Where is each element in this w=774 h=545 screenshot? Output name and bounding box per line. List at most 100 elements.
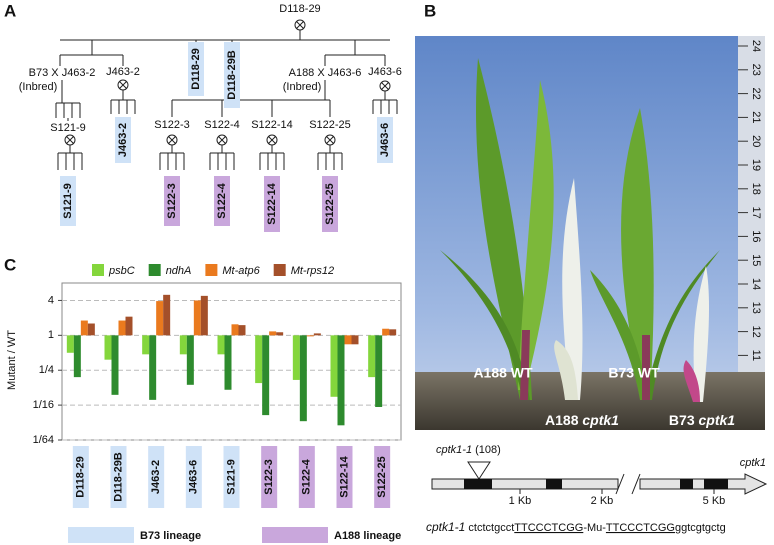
bar (118, 320, 126, 336)
photo-label: B73 WT (608, 365, 660, 381)
ruler-label: 23 (750, 64, 762, 76)
panel-label: B (424, 1, 436, 20)
bar (389, 329, 397, 336)
exon (464, 479, 492, 489)
category-box (223, 446, 240, 508)
exon (704, 479, 728, 489)
sequence-allele: cptk1-1 (426, 520, 465, 534)
legend-label: psbC (108, 265, 135, 277)
scale-label: 5 Kb (703, 495, 726, 507)
bar (368, 335, 376, 378)
x-tick-label: S122-14 (338, 455, 350, 497)
bar (276, 332, 284, 336)
bar (313, 333, 321, 336)
line-box (322, 176, 338, 232)
sequence: cptk1-1 ctctctgcctTTCCCTCGG-Mu-TTCCCTCGG… (426, 520, 726, 534)
bar (104, 335, 112, 360)
self-symbol (117, 79, 129, 91)
category-box (148, 446, 165, 508)
node-label: J463-6 (368, 66, 402, 78)
bar (186, 335, 194, 385)
panel-label: C (4, 255, 16, 274)
bar (238, 325, 246, 336)
legend-label: Mt-rps12 (291, 265, 334, 277)
ruler-label: 19 (750, 159, 762, 171)
bar (351, 335, 359, 345)
allele-name: cptk1-1 (436, 444, 472, 456)
node-label: A188 X J463-6 (289, 67, 362, 79)
x-tick-label: D118-29 (75, 456, 87, 498)
photo-label-part: cptk1 (582, 412, 619, 428)
node-label: D118-29 (279, 3, 320, 15)
box-label: S122-25 (324, 183, 336, 225)
panel-c: C Mutant / WT 4 1 1/4 1/16 1/64 D118-29 D118-2… (4, 255, 402, 543)
node-label: (Inbred) (283, 81, 322, 93)
photo-label: A188 cptk1 (545, 412, 619, 428)
node-label: S122-14 (251, 119, 293, 131)
photo-label-part: A188 (545, 412, 579, 428)
y-tick-label: 1/4 (39, 364, 54, 376)
box-label: S121-9 (62, 183, 74, 218)
photo (415, 36, 765, 430)
sequence-part: TTCCCTCGG (514, 522, 583, 534)
bar (224, 335, 232, 390)
bar (111, 335, 119, 395)
legend-swatch (273, 264, 286, 276)
lineage-swatch (68, 527, 134, 543)
y-tick-label: 1 (48, 329, 54, 341)
bar (299, 335, 307, 422)
bar (179, 335, 187, 355)
sequence-part: TTCCCTCGG (606, 522, 675, 534)
y-tick-label: 1/16 (33, 399, 54, 411)
ruler-label: 22 (750, 87, 762, 99)
photo-label-part: B73 (669, 412, 695, 428)
sequence-part: -Mu- (583, 522, 606, 534)
node-label: B73 X J463-2 (29, 67, 96, 79)
x-tick-label: D118-29B (112, 452, 124, 502)
panel-a: A D118-29 B73 X J463-2 (Inbred) J463-2 A… (4, 1, 402, 232)
ruler-label: 14 (750, 278, 762, 290)
line-box (377, 117, 393, 163)
bar (330, 335, 338, 397)
lineage-label: B73 lineage (140, 530, 201, 542)
ruler-label: 16 (750, 230, 762, 242)
line-box (164, 176, 180, 226)
bar (255, 335, 263, 384)
bar (73, 335, 81, 378)
self-symbol (266, 134, 278, 146)
bar (375, 335, 383, 407)
node-label: (Inbred) (19, 81, 58, 93)
category-box (298, 446, 315, 508)
bar (306, 335, 314, 337)
bar (156, 301, 164, 336)
ruler-label: 20 (750, 135, 762, 147)
bar (80, 320, 88, 336)
self-symbol (64, 134, 76, 146)
y-tick-label: 1/64 (33, 434, 54, 446)
bar (269, 331, 277, 336)
bar (200, 295, 208, 336)
bar (217, 335, 225, 355)
bar (193, 300, 201, 336)
bar (149, 335, 157, 400)
self-symbol (166, 134, 178, 146)
legend-label: ndhA (166, 265, 192, 277)
box-label: S122-3 (166, 183, 178, 218)
x-tick-label: J463-6 (188, 460, 200, 494)
photo-label: A188 WT (473, 365, 533, 381)
category-box (72, 446, 89, 508)
category-box (336, 446, 353, 508)
break-mark (615, 473, 641, 495)
y-axis-label: Mutant / WT (6, 330, 18, 390)
category-box (110, 446, 127, 508)
photo-label: B73 cptk1 (669, 412, 735, 428)
pedigree-lines (55, 30, 398, 170)
box-label: D118-29 (190, 48, 202, 90)
gene-name: cptk1 (740, 457, 766, 469)
node-label: S122-25 (309, 119, 351, 131)
category-box (185, 446, 202, 508)
panel-b: B 242322212019181716151413121110 A188 WT… (415, 1, 765, 430)
scale-label: 2 Kb (591, 495, 614, 507)
bar (344, 335, 352, 345)
